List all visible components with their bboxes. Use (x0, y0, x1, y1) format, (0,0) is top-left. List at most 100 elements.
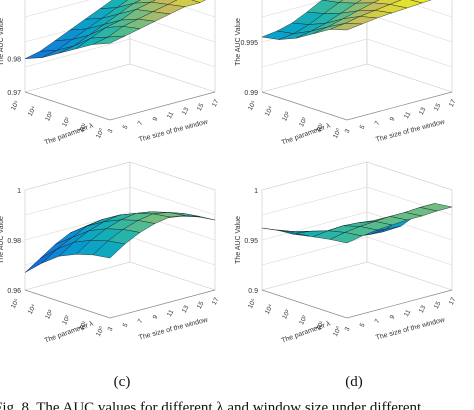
z-tick-label: 0.995 (240, 40, 258, 47)
x-tick-label: 10⁰ (332, 127, 343, 139)
z-tick-label: 0.99 (244, 90, 258, 97)
x-tick-label: 10⁰ (95, 325, 106, 337)
y-tick-label: 7 (374, 318, 382, 325)
x-tick-label: 10⁵ (247, 99, 258, 111)
x-axis-title: The parameter λ (44, 320, 95, 344)
figure-caption: Fig. 8. The AUC values for different λ a… (0, 400, 422, 410)
x-tick-label: 10¹ (78, 319, 89, 331)
z-gridline (261, 236, 453, 266)
floor-edge (261, 289, 453, 319)
y-tick-label: 5 (122, 124, 130, 131)
z-gridline (261, 0, 453, 18)
z-gridline (261, 186, 453, 216)
panel-label: (d) (345, 374, 363, 390)
back-wall-right (366, 0, 453, 93)
x-tick-label: 10⁵ (10, 99, 21, 111)
z-tick-label: 0.95 (244, 238, 258, 245)
floor-edge (24, 91, 216, 121)
y-tick-label: 9 (152, 116, 160, 123)
surface-patch (329, 23, 363, 31)
z-tick-label: 1 (17, 188, 21, 195)
y-tick-label: 17 (448, 296, 458, 306)
y-tick-label: 3 (344, 326, 352, 333)
y-axis-title: The size of the window (138, 316, 210, 341)
x-tick-label: 10¹ (315, 121, 326, 133)
z-tick-label: 0.98 (7, 238, 21, 245)
x-tick-label: 10³ (281, 110, 292, 122)
x-tick-label: 10¹ (315, 319, 326, 331)
surface-panel-1: 10.980.9710⁰10¹10²10³10⁴10⁵357911131517T… (0, 0, 221, 147)
y-tick-label: 13 (418, 106, 428, 116)
y-axis-title: The size of the window (375, 118, 447, 143)
x-tick-label: 10² (61, 116, 72, 128)
z-axis-title: The AUC Value (235, 216, 242, 264)
y-tick-label: 13 (181, 106, 191, 116)
surface-patch (329, 232, 363, 244)
surface-patch (410, 0, 432, 4)
surface-panel-2: 10.9950.9910⁰10¹10²10³10⁴10⁵357911131517… (235, 0, 458, 147)
surface-patch (191, 0, 206, 3)
x-tick-label: 10⁵ (247, 297, 258, 309)
surface-patch (92, 35, 126, 45)
y-tick-label: 15 (196, 300, 206, 310)
y-tick-label: 9 (389, 314, 397, 321)
z-tick-label: 0.98 (7, 57, 21, 64)
y-tick-label: 11 (403, 110, 413, 120)
y-axis-title: The size of the window (375, 316, 447, 341)
y-tick-label: 17 (211, 296, 221, 306)
z-tick-label: 0.96 (7, 288, 21, 295)
panel-label: (c) (114, 374, 131, 390)
z-gridline (261, 38, 453, 68)
x-axis-title: The parameter λ (281, 122, 332, 146)
x-tick-label: 10⁴ (27, 105, 38, 117)
z-gridline (24, 211, 216, 241)
z-axis-title: The AUC Value (235, 18, 242, 66)
x-tick-label: 10⁰ (95, 127, 106, 139)
y-tick-label: 15 (433, 102, 443, 112)
z-gridline (24, 0, 216, 18)
x-tick-label: 10⁴ (264, 303, 275, 315)
y-tick-label: 3 (107, 128, 115, 135)
x-axis-title: The parameter λ (281, 320, 332, 344)
y-tick-label: 15 (196, 102, 206, 112)
x-tick-label: 10² (61, 314, 72, 326)
x-tick-label: 10¹ (78, 121, 89, 133)
y-tick-label: 3 (344, 128, 352, 135)
floor-edge (261, 91, 453, 121)
y-tick-label: 11 (166, 308, 176, 318)
surface-patch (92, 240, 126, 259)
x-axis-title: The parameter λ (44, 122, 95, 146)
y-tick-label: 11 (403, 308, 413, 318)
y-tick-label: 7 (137, 120, 145, 127)
z-gridline (24, 38, 216, 68)
y-tick-label: 13 (418, 304, 428, 314)
z-gridline (261, 211, 453, 241)
x-tick-label: 10⁴ (264, 105, 275, 117)
y-tick-label: 13 (181, 304, 191, 314)
floor-edge (24, 289, 216, 319)
y-tick-label: 11 (166, 110, 176, 120)
z-gridline (24, 186, 216, 216)
z-axis-title: The AUC Value (0, 216, 5, 264)
y-axis-title: The size of the window (138, 118, 210, 143)
y-tick-label: 17 (211, 98, 221, 108)
x-tick-label: 10³ (44, 110, 55, 122)
y-tick-label: 17 (448, 98, 458, 108)
y-tick-label: 5 (122, 322, 130, 329)
x-tick-label: 10² (298, 116, 309, 128)
x-tick-label: 10⁴ (27, 303, 38, 315)
z-axis-title: The AUC Value (0, 18, 5, 66)
y-tick-label: 15 (433, 300, 443, 310)
y-tick-label: 9 (152, 314, 160, 321)
y-tick-label: 7 (374, 120, 382, 127)
x-tick-label: 10³ (281, 308, 292, 320)
y-tick-label: 5 (359, 322, 367, 329)
x-tick-label: 10⁰ (332, 325, 343, 337)
y-tick-label: 5 (359, 124, 367, 131)
x-tick-label: 10⁵ (10, 297, 21, 309)
x-tick-label: 10² (298, 314, 309, 326)
z-tick-label: 1 (254, 188, 258, 195)
z-tick-label: 0.9 (248, 288, 258, 295)
